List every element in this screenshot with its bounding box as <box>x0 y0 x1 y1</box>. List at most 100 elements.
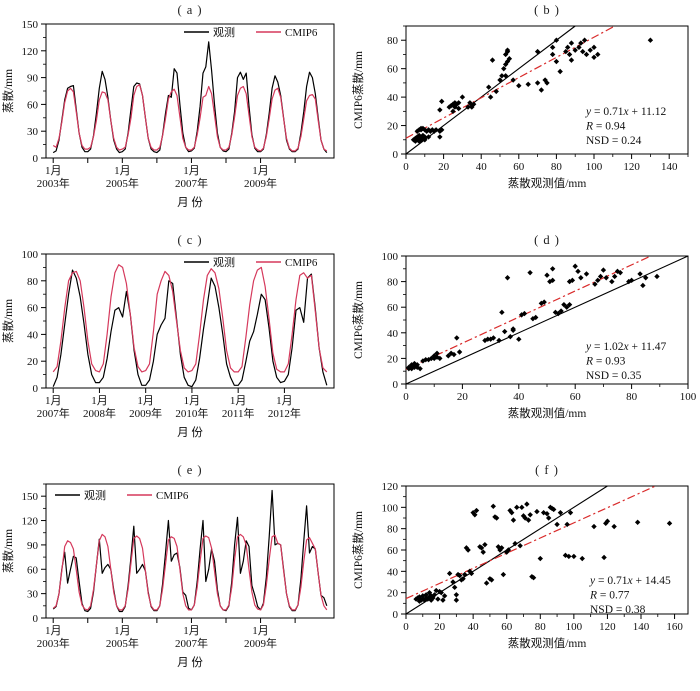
data-point <box>601 554 607 561</box>
y-tick-label: 0 <box>393 379 399 391</box>
data-point <box>412 138 419 144</box>
data-point <box>470 101 477 107</box>
data-point <box>591 54 597 60</box>
y-axis-label: 蒸散/mm <box>1 529 15 573</box>
y-tick-label: 40 <box>387 566 399 578</box>
data-point <box>437 355 443 362</box>
data-point <box>600 267 607 273</box>
data-point <box>544 272 550 278</box>
data-point <box>437 134 443 140</box>
y-axis-label: CMIP6蒸散/mm <box>351 511 365 589</box>
y-tick-label: 0 <box>33 383 39 395</box>
y-tick-label: 120 <box>22 46 39 58</box>
data-point <box>499 309 505 316</box>
y-tick-label: 0 <box>33 613 39 625</box>
data-point <box>591 523 597 530</box>
data-point <box>537 555 543 562</box>
data-point <box>485 336 491 342</box>
data-point <box>493 515 500 521</box>
x-tick-label-year: 2012年 <box>268 406 301 420</box>
y-tick-label: 120 <box>22 516 39 528</box>
data-point <box>427 128 434 134</box>
data-point <box>587 47 593 53</box>
x-tick-label: 120 <box>623 161 640 173</box>
x-tick-label: 100 <box>680 391 697 403</box>
data-point <box>450 579 456 585</box>
x-tick-label-year: 2007年 <box>175 636 208 650</box>
data-point <box>545 515 552 521</box>
y-tick-label: 100 <box>382 251 399 263</box>
data-point <box>425 134 432 140</box>
data-point <box>434 354 440 360</box>
data-point <box>411 360 418 367</box>
y-axis-label: CMIP6蒸散/mm <box>351 281 365 359</box>
fit-line <box>405 485 656 600</box>
legend-label-CMIP6: CMIP6 <box>285 257 318 269</box>
data-point <box>493 88 499 95</box>
legend-label-CMIP6: CMIP6 <box>156 490 189 502</box>
data-point <box>492 514 498 520</box>
data-point <box>505 547 512 553</box>
plot-box <box>45 23 335 159</box>
y-tick-label: 0 <box>393 609 399 621</box>
data-point <box>611 523 617 530</box>
data-point <box>583 51 590 58</box>
data-point <box>568 57 575 63</box>
data-point <box>542 77 548 83</box>
data-point <box>439 98 445 105</box>
x-tick-label: 20 <box>457 391 469 403</box>
legend-label-CMIP6: CMIP6 <box>285 27 318 39</box>
data-point <box>549 51 556 58</box>
y-tick-label: 20 <box>387 588 399 600</box>
identity-line <box>405 255 689 385</box>
panel-b-plot: 0 20 40 60 80 0 20 40 60 80 100 120 140 CMIP6蒸散/mm 蒸散观… <box>351 25 689 190</box>
panel-f-title: ( f ) <box>535 463 559 477</box>
x-tick-label-year: 2009年 <box>244 176 277 190</box>
x-tick-label: 80 <box>535 621 547 633</box>
panel-a-title: ( a ) <box>177 3 203 17</box>
x-tick-label-month: 1月 <box>137 395 154 407</box>
x-tick-label-year: 2010年 <box>175 406 208 420</box>
series-CMIP6 <box>52 84 328 152</box>
data-point <box>496 337 502 344</box>
data-point <box>595 51 601 58</box>
legend: 观测 CMIP6 <box>184 26 318 39</box>
data-point <box>497 547 503 553</box>
x-tick-label: 20 <box>438 161 450 173</box>
stats-line: NSD = 0.24 <box>586 135 642 147</box>
y-axis-label: CMIP6蒸散/mm <box>351 51 365 129</box>
data-point <box>455 571 461 578</box>
stats-line: y = 0.71x + 14.45 <box>589 575 671 587</box>
data-point <box>498 545 505 551</box>
data-point <box>440 597 446 603</box>
data-point <box>473 507 480 514</box>
data-point <box>422 134 428 140</box>
y-tick-label: 150 <box>22 491 39 503</box>
legend-label-观测: 观测 <box>213 26 235 39</box>
stats-line: NSD = 0.35 <box>586 370 642 382</box>
panel-c-plot: 0204060801001月2007年1月2008年1月2009年1月2010年… <box>1 249 335 439</box>
data-point <box>490 503 496 509</box>
data-point <box>450 101 456 107</box>
data-point <box>591 44 597 51</box>
x-tick-label: 0 <box>403 621 409 633</box>
y-tick-label: 20 <box>387 353 399 365</box>
data-point <box>435 596 441 602</box>
x-tick-label-year: 2007年 <box>37 406 70 420</box>
x-tick-label: 80 <box>551 161 563 173</box>
y-tick-label: 60 <box>387 64 399 76</box>
x-tick-label: 60 <box>570 391 582 403</box>
x-tick-label-month: 1月 <box>45 625 62 637</box>
data-point <box>452 100 458 106</box>
y-tick-label: 0 <box>393 149 399 161</box>
y-tick-label: 80 <box>387 277 399 289</box>
data-point <box>567 509 574 516</box>
data-point <box>446 104 452 110</box>
stats-line: y = 1.02x + 11.47 <box>585 341 667 353</box>
data-point <box>422 137 428 143</box>
x-axis-label: 月 份 <box>177 426 203 439</box>
data-point <box>423 356 429 363</box>
y-tick-label: 60 <box>27 564 39 576</box>
data-point <box>465 104 471 110</box>
